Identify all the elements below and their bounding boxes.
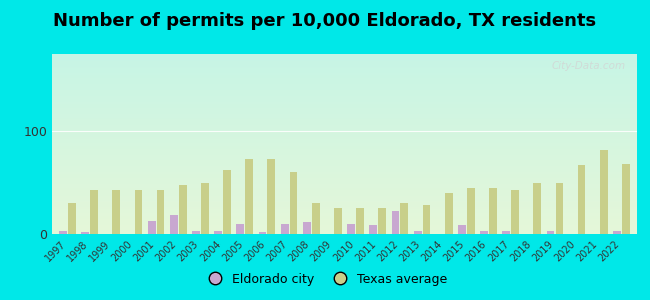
Bar [458, 225, 466, 234]
Bar [378, 208, 386, 234]
Bar [502, 231, 510, 234]
Bar [81, 232, 89, 234]
Bar [201, 183, 209, 234]
Bar [157, 190, 164, 234]
Bar [170, 215, 177, 234]
Bar [303, 222, 311, 234]
Bar [245, 159, 253, 234]
Bar [268, 159, 275, 234]
Bar [179, 184, 187, 234]
Bar [90, 190, 98, 234]
Bar [369, 225, 377, 234]
Bar [414, 231, 421, 234]
Bar [192, 231, 200, 234]
Bar [312, 203, 320, 234]
Bar [512, 190, 519, 234]
Bar [334, 208, 342, 234]
Bar [290, 172, 298, 234]
Bar [68, 203, 76, 234]
Text: City-Data.com: City-Data.com [551, 61, 625, 71]
Bar [281, 224, 289, 234]
Bar [578, 165, 586, 234]
Bar [259, 232, 266, 234]
Bar [613, 231, 621, 234]
Bar [214, 231, 222, 234]
Bar [223, 170, 231, 234]
Bar [391, 212, 399, 234]
Legend: Eldorado city, Texas average: Eldorado city, Texas average [198, 268, 452, 291]
Bar [59, 231, 67, 234]
Bar [400, 203, 408, 234]
Bar [135, 190, 142, 234]
Bar [112, 190, 120, 234]
Bar [480, 231, 488, 234]
Bar [467, 188, 474, 234]
Bar [622, 164, 630, 234]
Bar [445, 193, 452, 234]
Bar [600, 150, 608, 234]
Bar [422, 205, 430, 234]
Bar [534, 183, 541, 234]
Bar [356, 208, 364, 234]
Bar [237, 224, 244, 234]
Bar [148, 220, 155, 234]
Bar [547, 231, 554, 234]
Bar [347, 224, 355, 234]
Bar [556, 183, 564, 234]
Bar [489, 188, 497, 234]
Text: Number of permits per 10,000 Eldorado, TX residents: Number of permits per 10,000 Eldorado, T… [53, 12, 597, 30]
